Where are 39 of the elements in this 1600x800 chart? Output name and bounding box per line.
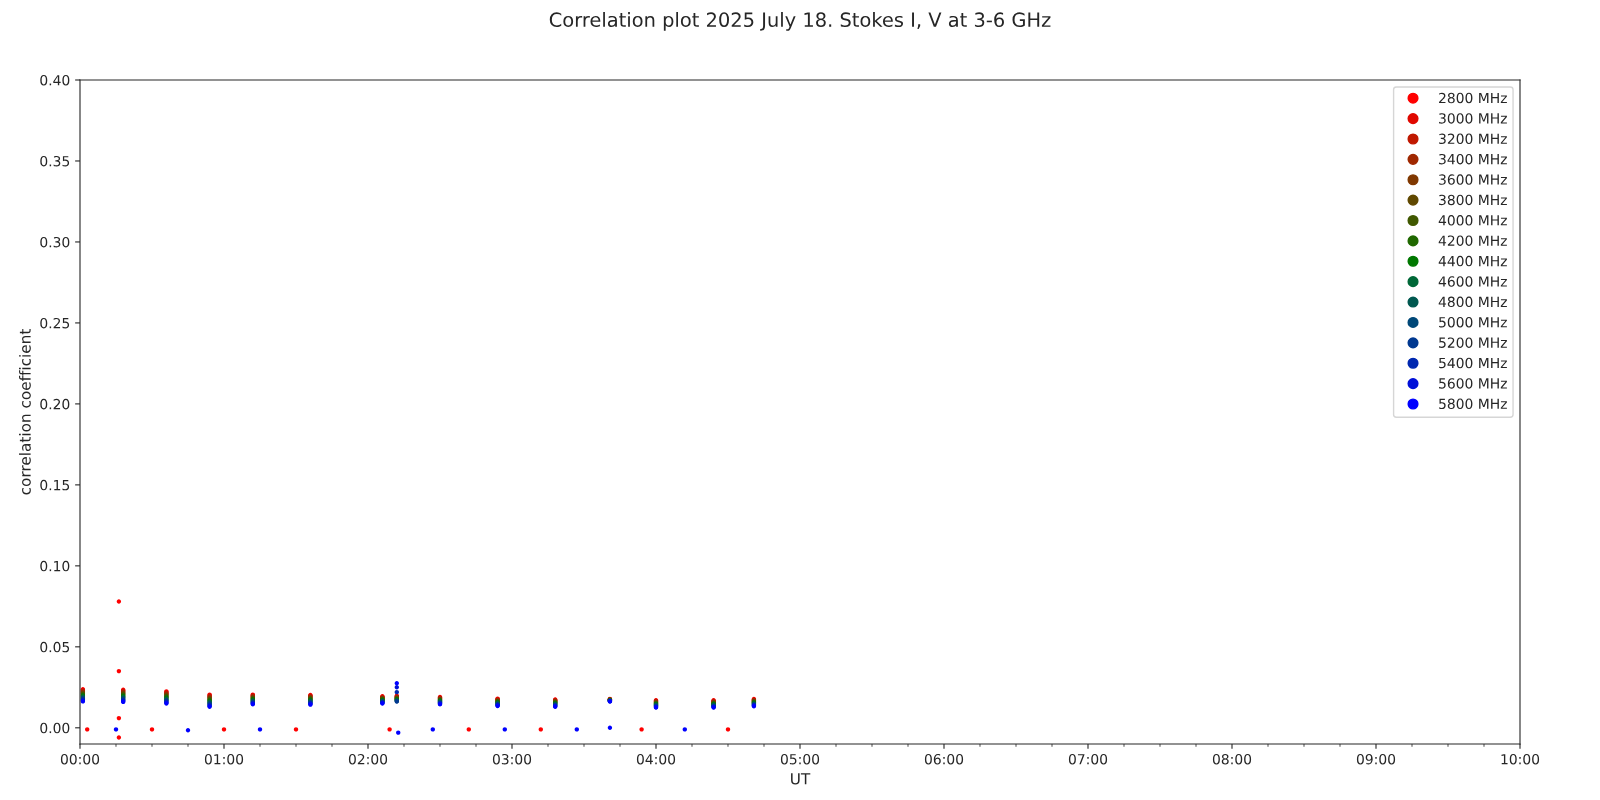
x-tick-label: 08:00 [1212, 753, 1252, 765]
legend-label: 3000 MHz [1439, 113, 1507, 124]
x-axis-title: UT [791, 773, 811, 785]
legend-label: 5600 MHz [1439, 378, 1507, 389]
y-tick-label: 0.30 [40, 236, 70, 248]
legend-label: 3400 MHz [1439, 153, 1507, 165]
legend-label: 5800 MHz [1439, 398, 1507, 410]
legend-label: 5400 MHz [1439, 357, 1507, 369]
y-tick-label: 0.40 [40, 74, 70, 86]
legend-label: 3600 MHz [1439, 174, 1507, 185]
x-tick-label: 03:00 [492, 753, 532, 765]
legend-label: 5200 MHz [1439, 337, 1507, 348]
y-tick-label: 0.20 [40, 398, 70, 410]
legend-label: 4200 MHz [1438, 235, 1507, 246]
y-axis-title: correlation coefficient [19, 329, 31, 495]
legend-label: 4000 MHz [1438, 215, 1507, 226]
y-tick-label: 0.25 [40, 317, 70, 329]
legend-label: 4400 MHz [1438, 255, 1507, 267]
legend-label: 4800 MHz [1438, 296, 1507, 308]
legend-label: 3200 MHz [1439, 133, 1507, 145]
x-tick-label: 06:00 [924, 753, 964, 765]
chart-title: Correlation plot 2025 July 18. Stokes I, V at 3-6 GHz [549, 12, 1051, 31]
x-tick-label: 00:00 [60, 753, 100, 765]
x-tick-label: 10:00 [1501, 753, 1540, 765]
x-tick-label: 01:00 [204, 753, 244, 765]
x-tick-label: 04:00 [636, 753, 676, 765]
x-tick-label: 02:00 [348, 753, 388, 765]
y-tick-label: 0.05 [40, 641, 70, 653]
legend-label: 4600 MHz [1438, 276, 1507, 287]
y-tick-label: 0.15 [40, 479, 70, 491]
x-tick-label: 05:00 [780, 753, 820, 765]
y-tick-label: 0.10 [40, 560, 70, 572]
x-tick-label: 09:00 [1356, 753, 1396, 765]
legend-label: 2800 MHz [1439, 92, 1507, 104]
x-tick-label: 07:00 [1068, 753, 1108, 765]
y-tick-label: 0.35 [40, 155, 70, 167]
y-tick-label: 0.00 [40, 722, 70, 734]
legend-label: 5000 MHz [1439, 316, 1507, 328]
legend-label: 3800 MHz [1439, 194, 1507, 206]
